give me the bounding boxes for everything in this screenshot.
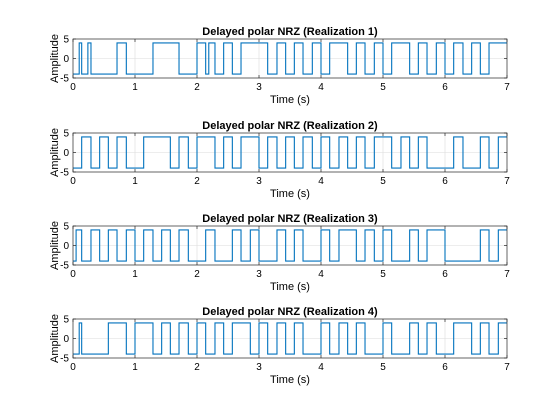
x-tick-label: 3 bbox=[256, 176, 262, 187]
y-tick-label: 5 bbox=[63, 129, 69, 140]
x-axis-label: Time (s) bbox=[270, 281, 310, 293]
y-tick-label: 0 bbox=[63, 54, 69, 65]
x-axis-label: Time (s) bbox=[270, 94, 310, 106]
x-tick-label: 4 bbox=[318, 82, 324, 93]
x-tick-label: 7 bbox=[504, 176, 510, 187]
y-tick-label: 5 bbox=[63, 222, 69, 233]
x-tick-label: 4 bbox=[318, 176, 324, 187]
signal-line bbox=[73, 229, 507, 262]
signal-line bbox=[73, 322, 507, 355]
x-axis-label: Time (s) bbox=[270, 188, 310, 200]
x-tick-label: 1 bbox=[132, 269, 138, 280]
y-tick-label: -5 bbox=[60, 354, 69, 365]
x-tick-label: 2 bbox=[194, 82, 200, 93]
chart-title: Delayed polar NRZ (Realization 3) bbox=[202, 213, 378, 225]
x-tick-label: 0 bbox=[70, 82, 76, 93]
x-tick-label: 2 bbox=[194, 269, 200, 280]
y-axis-label: Amplitude bbox=[49, 221, 61, 270]
x-tick-label: 3 bbox=[256, 82, 262, 93]
signal-line bbox=[73, 42, 507, 75]
x-tick-label: 6 bbox=[442, 82, 448, 93]
x-tick-label: 7 bbox=[504, 82, 510, 93]
x-tick-label: 6 bbox=[442, 176, 448, 187]
chart-title: Delayed polar NRZ (Realization 2) bbox=[202, 120, 378, 132]
x-tick-label: 2 bbox=[194, 176, 200, 187]
x-tick-label: 1 bbox=[132, 176, 138, 187]
x-tick-label: 3 bbox=[256, 362, 262, 373]
chart-title: Delayed polar NRZ (Realization 1) bbox=[202, 26, 378, 38]
signal-line bbox=[73, 136, 507, 169]
x-tick-label: 5 bbox=[380, 82, 386, 93]
x-tick-label: 3 bbox=[256, 269, 262, 280]
y-tick-label: 5 bbox=[63, 35, 69, 46]
x-tick-label: 5 bbox=[380, 269, 386, 280]
x-tick-label: 6 bbox=[442, 269, 448, 280]
y-tick-label: -5 bbox=[60, 261, 69, 272]
x-tick-label: 6 bbox=[442, 362, 448, 373]
x-tick-label: 7 bbox=[504, 362, 510, 373]
x-tick-label: 0 bbox=[70, 362, 76, 373]
x-tick-label: 0 bbox=[70, 269, 76, 280]
y-tick-label: 0 bbox=[63, 148, 69, 159]
x-tick-label: 1 bbox=[132, 82, 138, 93]
chart-title: Delayed polar NRZ (Realization 4) bbox=[202, 306, 378, 318]
x-tick-label: 5 bbox=[380, 362, 386, 373]
x-tick-label: 4 bbox=[318, 269, 324, 280]
x-axis-label: Time (s) bbox=[270, 374, 310, 386]
x-tick-label: 2 bbox=[194, 362, 200, 373]
y-tick-label: 0 bbox=[63, 241, 69, 252]
y-axis-label: Amplitude bbox=[49, 128, 61, 177]
y-tick-label: 0 bbox=[63, 334, 69, 345]
x-tick-label: 5 bbox=[380, 176, 386, 187]
x-tick-label: 7 bbox=[504, 269, 510, 280]
x-tick-label: 4 bbox=[318, 362, 324, 373]
x-tick-label: 1 bbox=[132, 362, 138, 373]
y-tick-label: -5 bbox=[60, 74, 69, 85]
y-tick-label: 5 bbox=[63, 315, 69, 326]
y-axis-label: Amplitude bbox=[49, 314, 61, 363]
y-tick-label: -5 bbox=[60, 168, 69, 179]
y-axis-label: Amplitude bbox=[49, 34, 61, 83]
x-tick-label: 0 bbox=[70, 176, 76, 187]
